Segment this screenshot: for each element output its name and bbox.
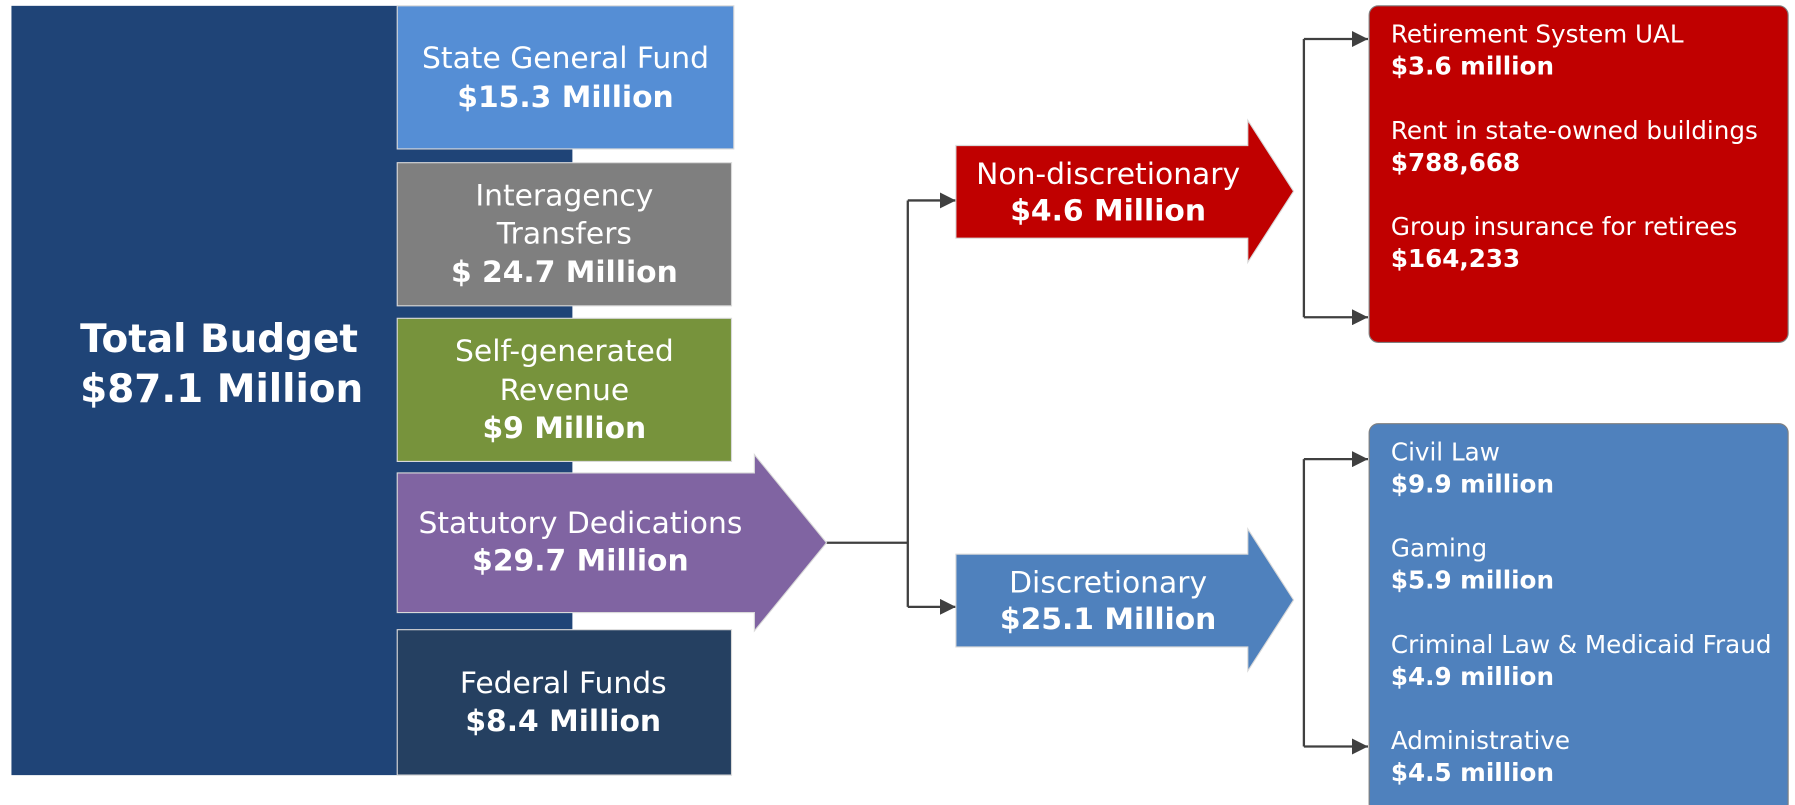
item-amount: $788,668: [1391, 148, 1520, 177]
item-label: Gaming: [1391, 534, 1487, 563]
item-amount: $4.9 million: [1391, 662, 1554, 691]
source-box: [396, 5, 735, 150]
item-amount: $4.5 million: [1391, 758, 1554, 787]
source-label: Revenue: [500, 373, 630, 408]
item-label: Criminal Law & Medicaid Fraud: [1391, 630, 1772, 659]
source-amount: $29.7 Million: [472, 544, 688, 579]
item-label: Rent in state-owned buildings: [1391, 116, 1758, 145]
source-box: [396, 317, 733, 463]
branch-amount: $25.1 Million: [1000, 602, 1216, 637]
detail-box: [1368, 423, 1789, 805]
source-box: [396, 452, 828, 633]
item-amount: $3.6 million: [1391, 52, 1554, 81]
branch-amount: $4.6 Million: [1010, 193, 1206, 228]
detail-box: [1368, 5, 1789, 343]
source-label: Federal Funds: [460, 666, 667, 701]
connector: [826, 200, 909, 607]
item-amount: $164,233: [1391, 244, 1520, 273]
branch-arrow: [955, 527, 1295, 673]
branch-arrow: [955, 118, 1295, 265]
source-label: Statutory Dedications: [418, 506, 742, 541]
source-amount: $8.4 Million: [465, 704, 661, 739]
source-label: Self-generated: [455, 334, 674, 369]
branch-label: Non-discretionary: [976, 157, 1240, 192]
item-label: Civil Law: [1391, 437, 1500, 466]
total-label: Total Budget: [80, 317, 358, 362]
item-amount: $5.9 million: [1391, 566, 1554, 595]
source-box: [396, 162, 733, 307]
item-amount: $9.9 million: [1391, 469, 1554, 498]
source-box: [396, 629, 733, 776]
source-label: State General Fund: [422, 41, 709, 76]
item-label: Group insurance for retirees: [1391, 212, 1737, 241]
source-label: Interagency: [475, 179, 653, 214]
total-amount: $87.1 Million: [80, 367, 363, 412]
source-label: Transfers: [496, 216, 632, 251]
item-label: Retirement System UAL: [1391, 20, 1684, 49]
source-amount: $15.3 Million: [457, 80, 673, 115]
branch-label: Discretionary: [1009, 565, 1207, 600]
source-amount: $ 24.7 Million: [451, 255, 678, 290]
source-amount: $9 Million: [482, 411, 646, 446]
item-label: Administrative: [1391, 726, 1570, 755]
